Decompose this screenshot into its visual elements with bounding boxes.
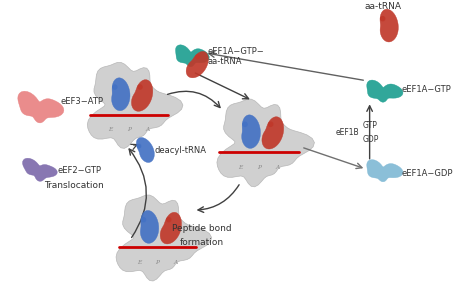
Text: P: P: [257, 165, 261, 170]
Circle shape: [142, 218, 146, 222]
Polygon shape: [380, 9, 398, 42]
Polygon shape: [262, 117, 283, 149]
Circle shape: [113, 85, 117, 89]
Polygon shape: [175, 45, 209, 67]
Polygon shape: [87, 62, 183, 148]
Polygon shape: [112, 78, 130, 111]
Text: aa-tRNA: aa-tRNA: [208, 57, 242, 66]
Text: eEF2−GTP: eEF2−GTP: [57, 166, 101, 175]
Text: eEF1A−GDP: eEF1A−GDP: [401, 169, 453, 178]
Text: eEF3−ATP: eEF3−ATP: [60, 97, 103, 106]
Polygon shape: [217, 99, 314, 187]
Text: Translocation: Translocation: [45, 181, 104, 190]
Text: Peptide bond: Peptide bond: [172, 224, 231, 233]
Polygon shape: [131, 80, 153, 111]
Text: E: E: [108, 127, 112, 132]
Text: GTP: GTP: [363, 121, 378, 130]
Polygon shape: [116, 195, 212, 281]
Circle shape: [138, 85, 142, 89]
Text: eEF1A−GTP−: eEF1A−GTP−: [208, 46, 264, 55]
Circle shape: [243, 122, 247, 126]
Polygon shape: [137, 137, 155, 162]
Circle shape: [196, 55, 200, 58]
Circle shape: [381, 17, 385, 21]
Polygon shape: [367, 80, 403, 102]
Polygon shape: [140, 210, 159, 243]
Text: E: E: [238, 165, 242, 170]
Polygon shape: [242, 115, 260, 148]
Text: eEF1A−GTP: eEF1A−GTP: [401, 85, 451, 94]
Text: A: A: [276, 165, 280, 170]
Polygon shape: [367, 160, 403, 182]
Text: eEF1B: eEF1B: [335, 128, 359, 137]
Text: deacyl-tRNA: deacyl-tRNA: [155, 146, 206, 155]
Text: P: P: [127, 127, 131, 132]
Text: P: P: [155, 260, 159, 265]
Text: formation: formation: [180, 238, 224, 246]
Polygon shape: [160, 212, 182, 244]
Text: A: A: [174, 260, 178, 265]
Text: aa-tRNA: aa-tRNA: [365, 2, 401, 11]
Text: E: E: [137, 260, 141, 265]
Polygon shape: [186, 52, 209, 78]
Circle shape: [167, 218, 171, 222]
Text: GDP: GDP: [363, 135, 379, 144]
Polygon shape: [23, 158, 57, 181]
Polygon shape: [18, 91, 64, 123]
Circle shape: [269, 122, 273, 126]
Circle shape: [137, 145, 141, 148]
Text: A: A: [145, 127, 149, 132]
